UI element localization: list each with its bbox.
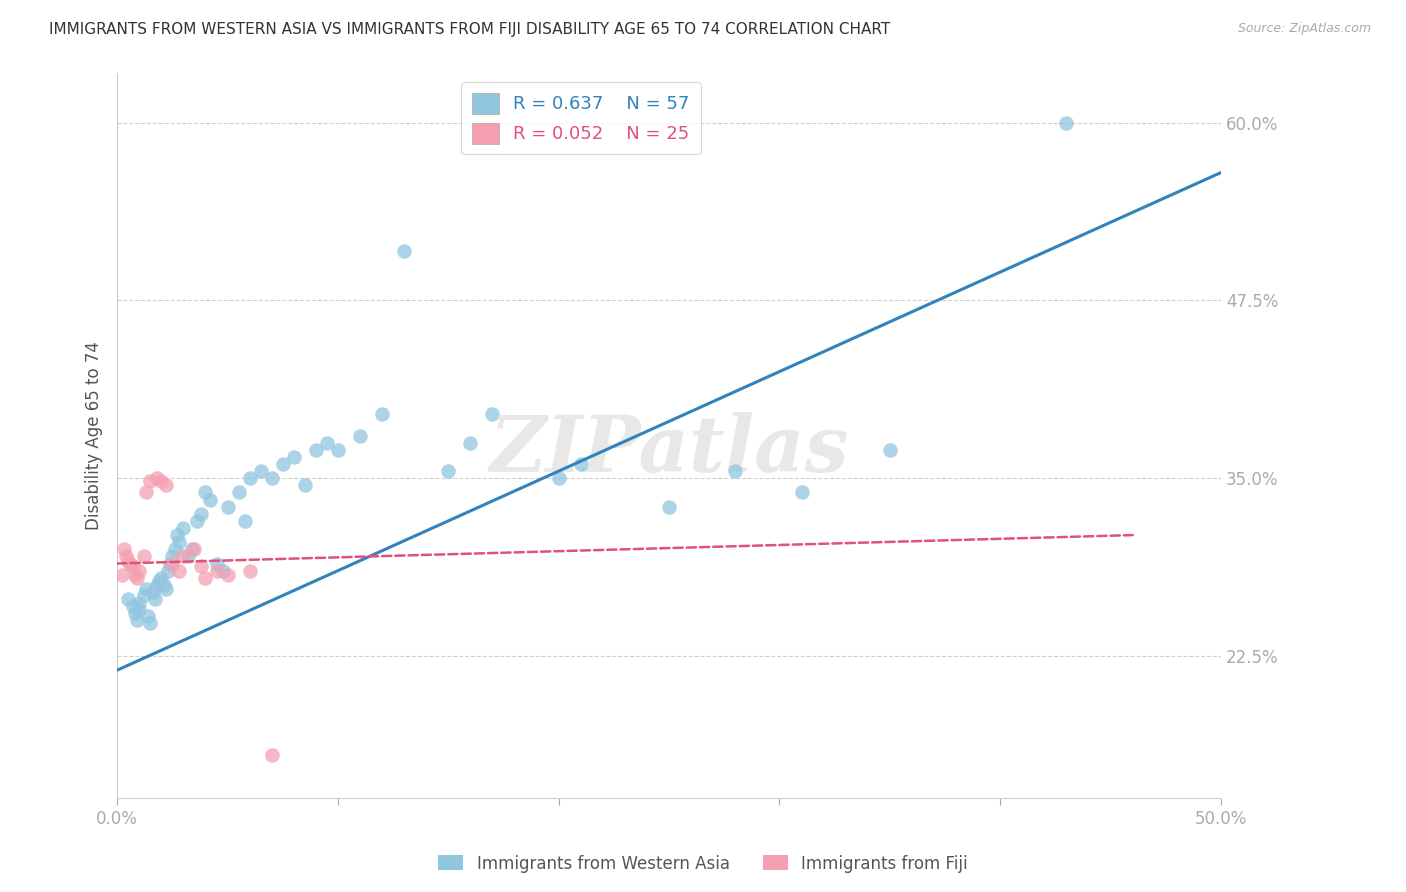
- Point: [790, 485, 813, 500]
- Point: [155, 582, 177, 596]
- Point: [143, 592, 166, 607]
- Point: [167, 564, 190, 578]
- Point: [150, 474, 173, 488]
- Point: [205, 557, 228, 571]
- Point: [152, 578, 174, 592]
- Point: [481, 407, 503, 421]
- Point: [172, 549, 194, 564]
- Point: [139, 616, 162, 631]
- Point: [172, 521, 194, 535]
- Point: [117, 592, 139, 607]
- Legend: Immigrants from Western Asia, Immigrants from Fiji: Immigrants from Western Asia, Immigrants…: [432, 848, 974, 880]
- Point: [132, 549, 155, 564]
- Text: IMMIGRANTS FROM WESTERN ASIA VS IMMIGRANTS FROM FIJI DISABILITY AGE 65 TO 74 COR: IMMIGRANTS FROM WESTERN ASIA VS IMMIGRAN…: [49, 22, 890, 37]
- Point: [198, 492, 221, 507]
- Point: [121, 559, 143, 574]
- Point: [271, 457, 294, 471]
- Point: [117, 554, 139, 568]
- Point: [547, 471, 569, 485]
- Point: [283, 450, 305, 464]
- Point: [316, 435, 339, 450]
- Point: [148, 574, 170, 588]
- Point: [163, 542, 186, 557]
- Point: [139, 474, 162, 488]
- Point: [115, 549, 138, 564]
- Point: [159, 557, 181, 571]
- Y-axis label: Disability Age 65 to 74: Disability Age 65 to 74: [86, 341, 103, 530]
- Point: [146, 471, 169, 485]
- Point: [181, 542, 204, 557]
- Point: [212, 564, 235, 578]
- Point: [190, 559, 212, 574]
- Point: [150, 571, 173, 585]
- Point: [217, 568, 239, 582]
- Point: [162, 549, 184, 564]
- Point: [228, 485, 250, 500]
- Point: [146, 578, 169, 592]
- Point: [437, 464, 460, 478]
- Point: [249, 464, 271, 478]
- Point: [724, 464, 747, 478]
- Point: [349, 428, 371, 442]
- Point: [305, 442, 328, 457]
- Point: [155, 478, 177, 492]
- Point: [183, 542, 205, 557]
- Point: [658, 500, 681, 514]
- Point: [233, 514, 256, 528]
- Point: [156, 564, 179, 578]
- Point: [128, 602, 150, 616]
- Point: [162, 557, 184, 571]
- Point: [177, 549, 200, 564]
- Point: [194, 571, 217, 585]
- Point: [121, 599, 143, 614]
- Point: [371, 407, 394, 421]
- Point: [239, 471, 262, 485]
- Point: [879, 442, 901, 457]
- Point: [167, 535, 190, 549]
- Point: [141, 585, 163, 599]
- Point: [1056, 116, 1078, 130]
- Text: Source: ZipAtlas.com: Source: ZipAtlas.com: [1237, 22, 1371, 36]
- Point: [135, 485, 157, 500]
- Point: [166, 528, 188, 542]
- Point: [260, 748, 283, 763]
- Point: [132, 588, 155, 602]
- Point: [124, 607, 146, 621]
- Legend: R = 0.637    N = 57, R = 0.052    N = 25: R = 0.637 N = 57, R = 0.052 N = 25: [461, 82, 700, 154]
- Point: [186, 514, 208, 528]
- Point: [194, 485, 217, 500]
- Point: [569, 457, 592, 471]
- Point: [392, 244, 415, 258]
- Point: [128, 596, 150, 610]
- Point: [294, 478, 316, 492]
- Point: [460, 435, 482, 450]
- Point: [124, 568, 146, 582]
- Point: [112, 542, 135, 557]
- Point: [326, 442, 349, 457]
- Point: [239, 564, 262, 578]
- Point: [260, 471, 283, 485]
- Point: [190, 507, 212, 521]
- Text: ZIPatlas: ZIPatlas: [489, 412, 849, 488]
- Point: [217, 500, 239, 514]
- Point: [135, 582, 157, 596]
- Point: [125, 571, 148, 585]
- Point: [125, 614, 148, 628]
- Point: [120, 557, 142, 571]
- Point: [128, 564, 150, 578]
- Point: [110, 568, 132, 582]
- Point: [205, 564, 228, 578]
- Point: [136, 609, 159, 624]
